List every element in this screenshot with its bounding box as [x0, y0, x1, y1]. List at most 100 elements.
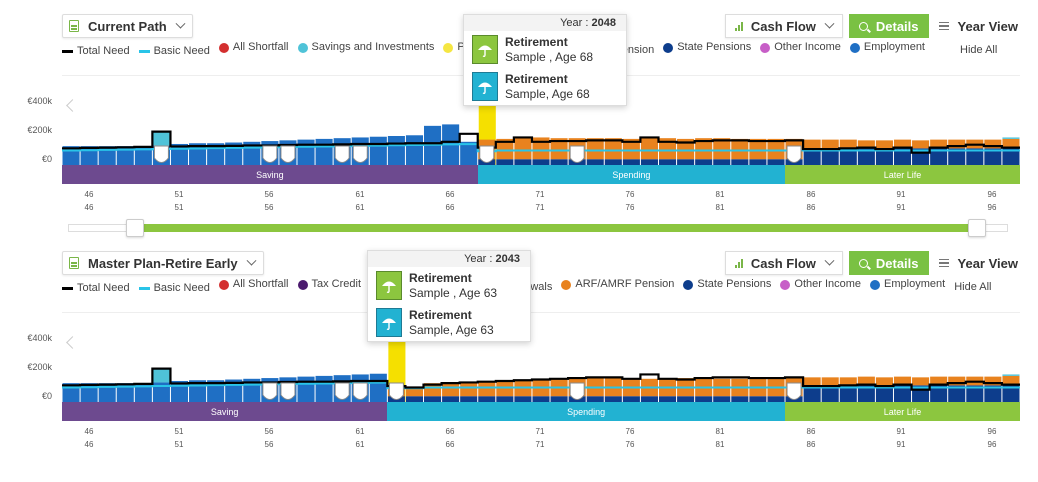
chart-bar-segment[interactable]	[731, 159, 749, 165]
chart-bar-segment[interactable]	[1002, 374, 1020, 376]
hide-all-link[interactable]: Hide All	[954, 280, 992, 293]
chart-bar-segment[interactable]	[930, 148, 948, 165]
chart-bar-segment[interactable]	[893, 385, 912, 402]
life-event-marker[interactable]	[280, 145, 296, 163]
chart-bar-segment[interactable]	[803, 377, 821, 386]
chart-bar-segment[interactable]	[460, 396, 478, 402]
legend-item[interactable]: Employment	[849, 40, 925, 55]
legend-item[interactable]: Total Need	[62, 44, 130, 59]
chart-bar-segment[interactable]	[839, 139, 857, 149]
chart-bar-segment[interactable]	[713, 138, 731, 160]
chart-bar-segment[interactable]	[767, 396, 785, 402]
legend-item[interactable]: Pl	[443, 40, 467, 55]
chart-bar-segment[interactable]	[912, 377, 930, 386]
phase-segment[interactable]: Spending	[477, 165, 786, 184]
phase-segment[interactable]: Later Life	[785, 165, 1020, 184]
life-event-marker[interactable]	[786, 382, 802, 400]
chart-bar-segment[interactable]	[875, 140, 893, 149]
chart-bar-segment[interactable]	[604, 138, 622, 160]
chart-bar-segment[interactable]	[496, 159, 514, 165]
life-event-marker[interactable]	[262, 145, 278, 163]
chart-bar-segment[interactable]	[586, 138, 604, 160]
legend-item[interactable]: Total Need	[62, 281, 130, 296]
life-event-marker[interactable]	[334, 382, 350, 400]
chart-bar-segment[interactable]	[514, 137, 532, 160]
legend-item[interactable]: Basic Need	[138, 281, 210, 296]
chart-bar-segment[interactable]	[948, 385, 966, 402]
chart-bar-segment[interactable]	[315, 375, 333, 402]
chart-bar-segment[interactable]	[821, 139, 839, 149]
life-event-marker[interactable]	[569, 382, 585, 400]
chart-bar-segment[interactable]	[604, 396, 622, 402]
chart-bar-segment[interactable]	[297, 139, 315, 165]
legend-item[interactable]: State Pensions	[683, 277, 771, 292]
chart-bar-segment[interactable]	[532, 159, 550, 165]
chart-bar-segment[interactable]	[839, 148, 857, 165]
legend-item[interactable]: State Pensions	[663, 40, 751, 55]
chart-bar-segment[interactable]	[821, 377, 839, 386]
chart-bar-segment[interactable]	[424, 383, 442, 397]
chart-bar-segment[interactable]	[134, 383, 152, 402]
chart-bar-segment[interactable]	[749, 396, 767, 402]
chart-bar-segment[interactable]	[930, 139, 948, 149]
chart-bar-segment[interactable]	[803, 148, 821, 165]
chart-bar-segment[interactable]	[460, 141, 478, 165]
chart-bar-segment[interactable]	[586, 159, 604, 165]
chart-bar-segment[interactable]	[442, 382, 460, 397]
details-button[interactable]: Details	[848, 14, 929, 38]
chart-bar-segment[interactable]	[405, 387, 424, 397]
chart-bar-segment[interactable]	[875, 148, 893, 165]
chart-bar-segment[interactable]	[966, 385, 984, 402]
life-event-marker[interactable]	[388, 382, 404, 400]
chart-bar-segment[interactable]	[695, 138, 713, 160]
chart-bar-segment[interactable]	[550, 159, 568, 165]
chart-bar-segment[interactable]	[152, 130, 170, 146]
year-view-button[interactable]: Year View	[932, 14, 1024, 38]
chart-bar-segment[interactable]	[893, 376, 912, 386]
timeline-slider-start-handle[interactable]	[126, 219, 144, 237]
year-view-button[interactable]: Year View	[932, 251, 1024, 275]
chart-bar-segment[interactable]	[695, 396, 713, 402]
chart-bar-segment[interactable]	[803, 385, 821, 402]
chart-bar-segment[interactable]	[875, 385, 893, 402]
chart-bar-segment[interactable]	[622, 396, 640, 402]
chart-bar-segment[interactable]	[948, 148, 966, 165]
chart-bar-segment[interactable]	[514, 396, 532, 402]
chart-bar-segment[interactable]	[839, 377, 857, 386]
phase-segment[interactable]: Later Life	[785, 402, 1020, 421]
chart-bar-segment[interactable]	[930, 385, 948, 402]
life-event-marker[interactable]	[262, 382, 278, 400]
chart-bar-segment[interactable]	[369, 373, 387, 402]
chart-bar-segment[interactable]	[640, 396, 658, 402]
life-event-marker[interactable]	[569, 145, 585, 163]
chart-bar-segment[interactable]	[116, 146, 134, 165]
chart-bar-segment[interactable]	[152, 367, 170, 383]
legend-item[interactable]: Savings and Investments	[297, 40, 434, 55]
chart-bar-segment[interactable]	[893, 139, 912, 149]
chart-bar-segment[interactable]	[1002, 148, 1020, 165]
chart-bar-segment[interactable]	[315, 138, 333, 165]
cash-flow-dropdown[interactable]: Cash Flow	[724, 251, 843, 275]
chart-bar-segment[interactable]	[1002, 137, 1020, 139]
chart-bar-segment[interactable]	[984, 385, 1002, 402]
chart-bar-segment[interactable]	[821, 385, 839, 402]
chart-bar-segment[interactable]	[134, 146, 152, 165]
chart-bar-segment[interactable]	[442, 396, 460, 402]
life-event-marker[interactable]	[352, 382, 368, 400]
chart-bar-segment[interactable]	[930, 376, 948, 386]
chart-bar-segment[interactable]	[677, 396, 695, 402]
chart-bar-segment[interactable]	[767, 159, 785, 165]
chart-bar-segment[interactable]	[767, 138, 785, 160]
hide-all-link[interactable]: Hide All	[960, 43, 998, 56]
chart-bar-segment[interactable]	[496, 396, 514, 402]
life-event-marker[interactable]	[334, 145, 350, 163]
chart-bar-segment[interactable]	[658, 138, 677, 160]
chart-bar-segment[interactable]	[478, 396, 496, 402]
chart-bar-segment[interactable]	[1002, 375, 1020, 386]
chart-bar-segment[interactable]	[966, 148, 984, 165]
chart-bar-segment[interactable]	[1002, 385, 1020, 402]
chart-bar-segment[interactable]	[496, 380, 514, 397]
chart-bar-segment[interactable]	[731, 396, 749, 402]
legend-item[interactable]: Tax Credit	[297, 277, 361, 292]
chart-bar-segment[interactable]	[875, 377, 893, 386]
